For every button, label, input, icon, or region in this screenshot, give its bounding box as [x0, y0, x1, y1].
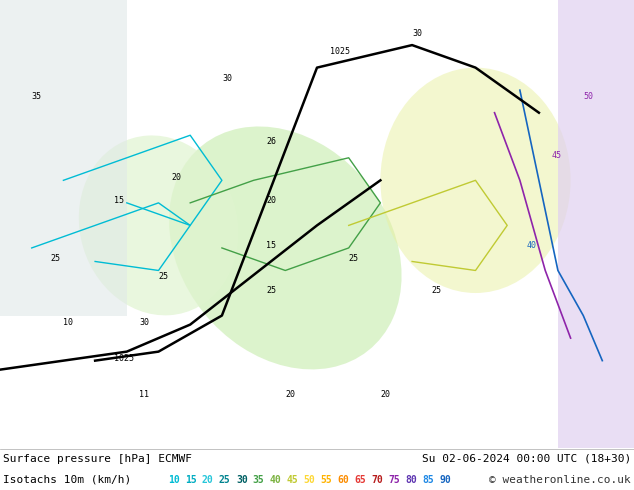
Text: 30: 30 — [236, 475, 248, 485]
Text: 20: 20 — [285, 390, 295, 399]
Text: 15: 15 — [185, 475, 197, 485]
Text: 20: 20 — [266, 196, 276, 205]
Ellipse shape — [79, 135, 238, 316]
Text: 80: 80 — [406, 475, 417, 485]
Text: 75: 75 — [389, 475, 400, 485]
Text: 25: 25 — [219, 475, 231, 485]
Text: 10: 10 — [63, 318, 74, 326]
Text: 26: 26 — [266, 137, 276, 146]
Text: 50: 50 — [583, 92, 593, 101]
Text: 20: 20 — [171, 173, 181, 182]
Text: 45: 45 — [552, 151, 562, 160]
Text: 20: 20 — [380, 390, 391, 399]
Text: 25: 25 — [158, 272, 169, 281]
Text: Isotachs 10m (km/h): Isotachs 10m (km/h) — [3, 475, 138, 485]
Text: 90: 90 — [439, 475, 451, 485]
Text: 85: 85 — [422, 475, 434, 485]
Ellipse shape — [169, 126, 401, 369]
Text: 40: 40 — [270, 475, 281, 485]
Text: 25: 25 — [266, 286, 276, 295]
Text: 30: 30 — [412, 29, 422, 38]
Text: 11: 11 — [139, 390, 150, 399]
Text: Su 02-06-2024 00:00 UTC (18+30): Su 02-06-2024 00:00 UTC (18+30) — [422, 454, 631, 464]
Text: 25: 25 — [349, 254, 359, 264]
Text: 15: 15 — [114, 196, 124, 205]
Text: 10: 10 — [168, 475, 180, 485]
Text: 45: 45 — [287, 475, 299, 485]
Text: 25: 25 — [431, 286, 441, 295]
Ellipse shape — [380, 68, 571, 293]
Text: 55: 55 — [321, 475, 332, 485]
Text: 40: 40 — [526, 241, 536, 250]
Text: 20: 20 — [202, 475, 214, 485]
Text: © weatheronline.co.uk: © weatheronline.co.uk — [489, 475, 631, 485]
Text: 35: 35 — [32, 92, 42, 101]
Bar — [558, 0, 634, 451]
Text: 25: 25 — [51, 254, 61, 264]
FancyBboxPatch shape — [0, 448, 634, 490]
Text: Surface pressure [hPa] ECMWF: Surface pressure [hPa] ECMWF — [3, 454, 192, 464]
Text: 1025: 1025 — [330, 47, 350, 56]
Text: 60: 60 — [338, 475, 349, 485]
Text: 65: 65 — [354, 475, 366, 485]
Text: 30: 30 — [222, 74, 232, 83]
Text: 15: 15 — [266, 241, 276, 250]
Text: 50: 50 — [304, 475, 316, 485]
Text: 70: 70 — [372, 475, 384, 485]
Text: 1025: 1025 — [114, 354, 134, 363]
Text: 30: 30 — [139, 318, 150, 326]
Text: 35: 35 — [253, 475, 264, 485]
Bar — [0, 0, 127, 316]
